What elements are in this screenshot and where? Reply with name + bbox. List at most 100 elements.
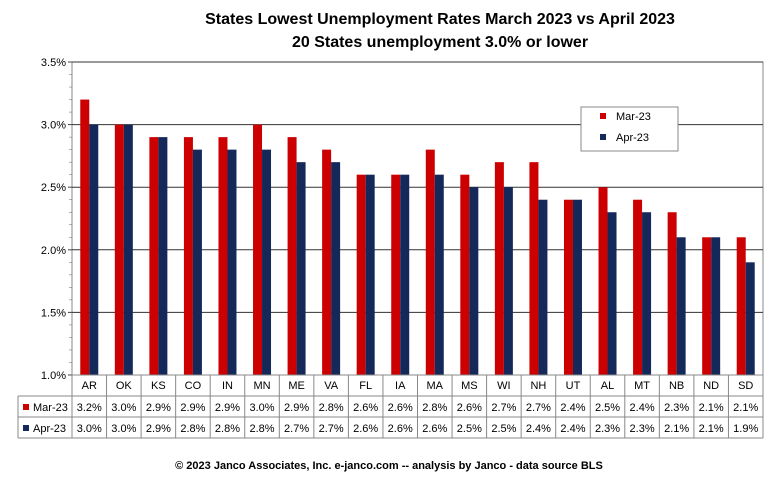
table-cell-value: 2.9% [284, 402, 309, 414]
bar-apr-wi [503, 187, 513, 375]
table-cell-value: 2.5% [457, 423, 482, 435]
table-cell-value: 2.4% [560, 402, 585, 414]
table-cell-value: 2.6% [457, 402, 482, 414]
bar-mar-ut [563, 199, 573, 375]
x-tick-label: FL [359, 380, 372, 392]
bar-apr-nb [676, 237, 686, 375]
table-cell-value: 2.8% [180, 423, 205, 435]
table-cell-value: 2.5% [491, 423, 516, 435]
bar-mar-sd [736, 237, 746, 375]
chart-subtitle: 20 States unemployment 3.0% or lower [292, 34, 588, 51]
table-cell-value: 2.6% [388, 402, 413, 414]
x-tick-label: AL [601, 380, 614, 392]
table-cell-value: 2.7% [319, 423, 344, 435]
bar-mar-co [183, 137, 193, 375]
footer-credit: © 2023 Janco Associates, Inc. e-janco.co… [175, 460, 603, 472]
legend-swatch-apr [600, 134, 606, 140]
legend-box [580, 106, 679, 152]
x-tick-label: NH [530, 380, 546, 392]
table-cell-value: 2.3% [630, 423, 655, 435]
y-tick-label: 3.0% [41, 120, 66, 132]
table-cell-value: 3.0% [77, 423, 102, 435]
x-tick-label: MA [427, 380, 444, 392]
x-tick-label: VA [324, 380, 339, 392]
table-cell-value: 2.4% [630, 402, 655, 414]
bars [80, 99, 755, 375]
data-table: AR OK KS CO IN MN ME VA FL IA MA MS WI NH UT AL MT NB ND SD… [17, 374, 764, 439]
bar-apr-ma [434, 174, 444, 375]
x-tick-label: NB [669, 380, 684, 392]
table-cell-value: 2.1% [699, 423, 724, 435]
bar-mar-fl [356, 174, 366, 375]
x-tick-label: KS [151, 380, 166, 392]
bar-mar-ms [460, 174, 470, 375]
y-tick-label: 1.5% [41, 307, 66, 319]
bar-mar-ok [114, 124, 124, 375]
table-cell-value: 2.7% [526, 402, 551, 414]
table-cell-value: 2.8% [249, 423, 274, 435]
table-cell-value: 2.6% [422, 423, 447, 435]
bar-apr-mn [262, 149, 272, 375]
x-tick-label: CO [185, 380, 202, 392]
bar-apr-in [227, 149, 237, 375]
table-cell-value: 2.6% [388, 423, 413, 435]
bar-mar-in [218, 137, 228, 375]
bar-mar-al [598, 187, 608, 375]
x-tick-label: WI [497, 380, 510, 392]
table-cell-value: 2.5% [595, 402, 620, 414]
y-tick-label: 1.0% [41, 370, 66, 382]
x-tick-label: IN [222, 380, 233, 392]
table-cell-value: 3.0% [111, 423, 136, 435]
x-tick-label: AR [82, 380, 97, 392]
x-tick-label: OK [116, 380, 133, 392]
bar-apr-ks [158, 137, 168, 375]
table-cell-value: 2.1% [733, 402, 758, 414]
legend-label-mar: Mar-23 [616, 111, 651, 123]
table-cell-value: 3.0% [249, 402, 274, 414]
table-cell-value: 2.8% [319, 402, 344, 414]
bar-apr-co [192, 149, 202, 375]
bar-mar-ma [425, 149, 435, 375]
x-tick-label: MS [461, 380, 478, 392]
legend: Mar-23 Apr-23 [580, 106, 679, 152]
bar-mar-ia [391, 174, 401, 375]
bar-mar-me [287, 137, 297, 375]
table-cell-value: 2.4% [526, 423, 551, 435]
table-cell-value: 3.0% [111, 402, 136, 414]
table-cell-value: 2.9% [180, 402, 205, 414]
table-cell-value: 2.6% [353, 402, 378, 414]
bar-apr-va [331, 162, 341, 375]
table-cell-value: 2.8% [422, 402, 447, 414]
bar-mar-wi [494, 162, 504, 375]
y-axis-ticks: 1.0% 1.5% 2.0% 2.5% 3.0% 3.5% [41, 57, 72, 382]
table-cell-value: 1.9% [733, 423, 758, 435]
x-tick-label: SD [738, 380, 753, 392]
table-cell-value: 3.2% [77, 402, 102, 414]
legend-label-apr: Apr-23 [616, 132, 649, 144]
table-cell-value: 2.6% [353, 423, 378, 435]
table-cell-value: 2.3% [664, 402, 689, 414]
table-cell-value: 2.1% [664, 423, 689, 435]
y-tick-label: 3.5% [41, 57, 66, 69]
legend-swatch-mar [600, 113, 606, 119]
y-tick-label: 2.0% [41, 245, 66, 257]
x-tick-label: ME [288, 380, 305, 392]
chart-title: States Lowest Unemployment Rates March 2… [205, 11, 675, 28]
bar-mar-mt [633, 199, 643, 375]
bar-mar-mn [253, 124, 263, 375]
bar-apr-ia [400, 174, 410, 375]
bar-apr-ut [572, 199, 582, 375]
table-cell-value: 2.4% [560, 423, 585, 435]
x-tick-label: ND [703, 380, 719, 392]
bar-mar-ar [80, 99, 90, 375]
bar-apr-al [607, 212, 617, 375]
table-cell-value: 2.1% [699, 402, 724, 414]
x-tick-label: MT [634, 380, 650, 392]
bar-apr-ar [89, 124, 99, 375]
bar-mar-nh [529, 162, 539, 375]
bar-apr-fl [365, 174, 375, 375]
x-tick-label: MN [253, 380, 270, 392]
table-cell-value: 2.3% [595, 423, 620, 435]
